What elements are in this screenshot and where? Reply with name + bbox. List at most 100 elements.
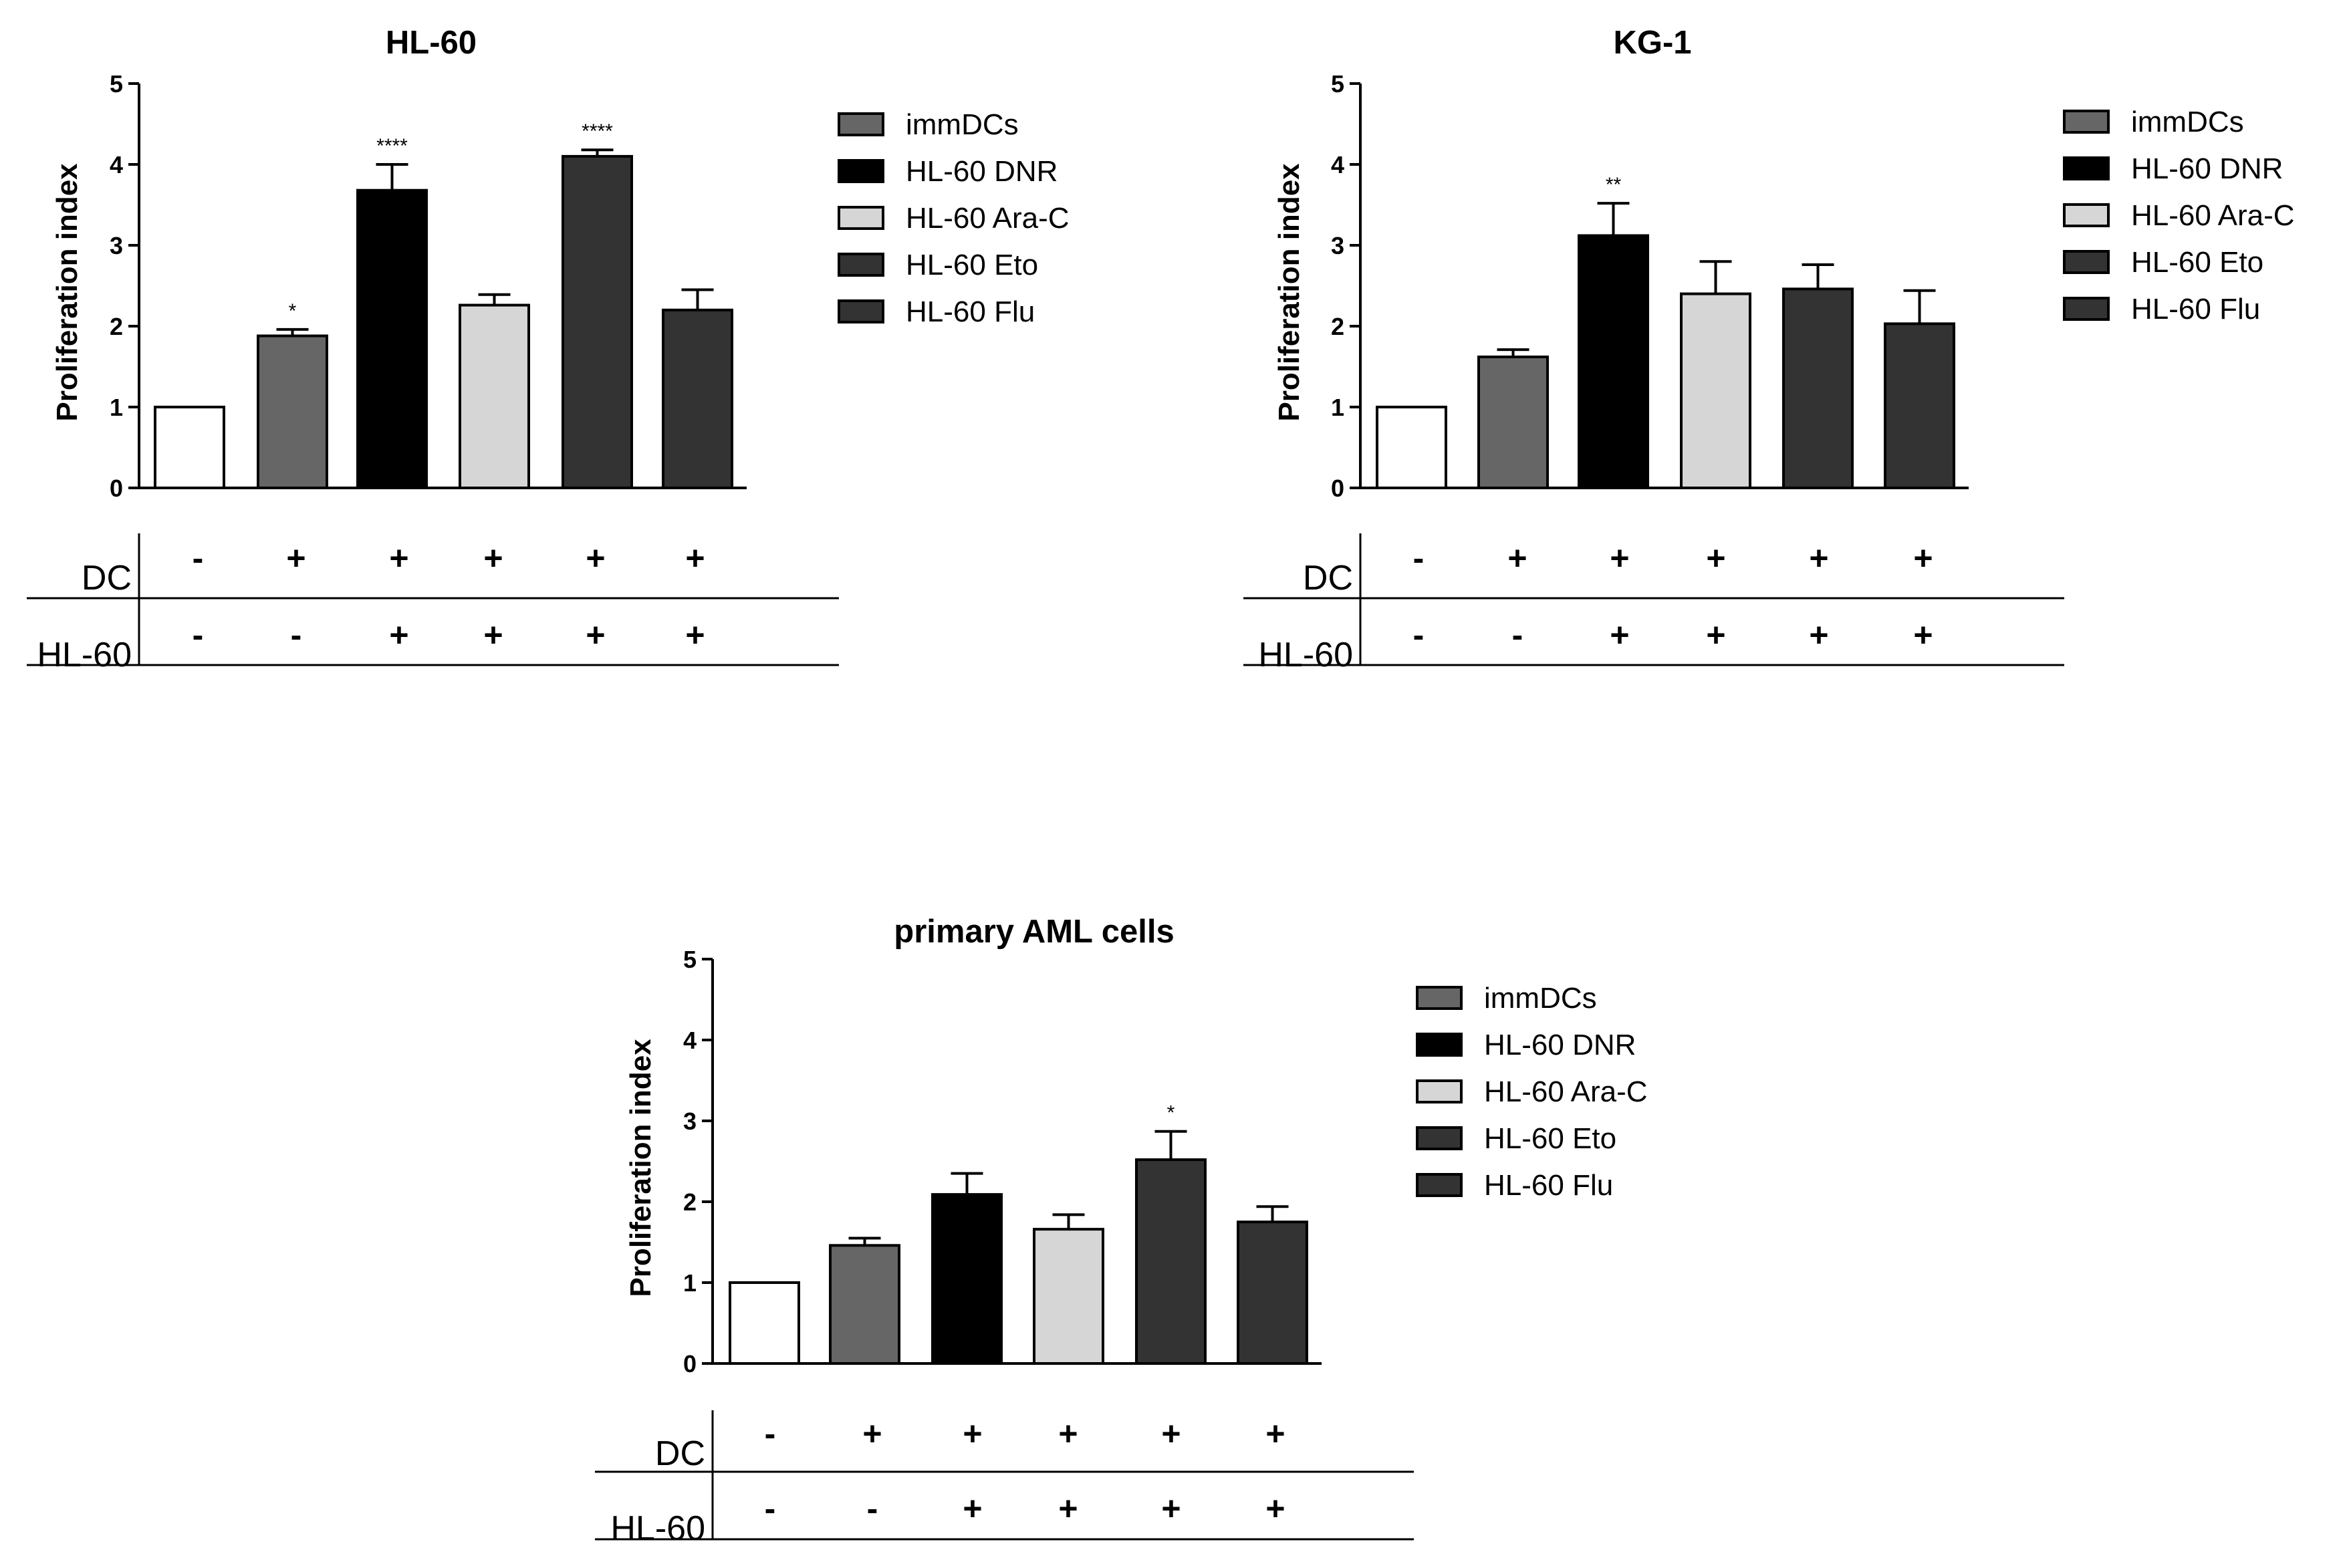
legend-swatch — [2063, 203, 2110, 227]
table-sign-dc: - — [765, 1415, 776, 1452]
table-sign-dc: + — [286, 539, 305, 577]
y-tick-label: 3 — [683, 1107, 697, 1135]
legend: immDCs HL-60 DNR HL-60 Ara-C HL-60 Eto HL-60… — [2063, 106, 2295, 325]
table-row-label-dc: DC — [1303, 559, 1353, 598]
legend: immDCs HL-60 DNR HL-60 Ara-C HL-60 Eto HL-60… — [838, 108, 1070, 328]
y-tick-label: 2 — [110, 313, 123, 340]
bar-5 — [1135, 1158, 1207, 1365]
chart-panel-2: KG-1 0 1 2 3 4 5 Proliferation index ** immDCs HL-… — [1243, 25, 2295, 674]
y-axis-label: Proliferation index — [51, 163, 84, 422]
table-sign-hl60: + — [1058, 1490, 1078, 1527]
table-sign-hl60: - — [193, 616, 204, 654]
table-sign-hl60: + — [963, 1490, 982, 1527]
legend-swatch — [2063, 110, 2110, 134]
table-sign-hl60: + — [586, 616, 605, 654]
legend-entry: HL-60 Flu — [906, 295, 1035, 328]
table-sign-hl60: + — [685, 616, 705, 654]
y-tick-label: 2 — [683, 1188, 697, 1216]
table-sign-hl60: - — [765, 1490, 776, 1527]
chart-title: primary AML cells — [894, 914, 1174, 950]
bar-4 — [1680, 292, 1751, 489]
legend-entry: immDCs — [906, 108, 1019, 141]
table-sign-dc: + — [483, 539, 503, 577]
y-tick-label: 0 — [110, 475, 123, 502]
y-tick-label: 2 — [1331, 313, 1344, 340]
table-row-label-hl60: HL-60 — [1258, 636, 1353, 674]
table-sign-dc: + — [1507, 539, 1527, 577]
legend-entry: HL-60 DNR — [1484, 1029, 1636, 1061]
legend-swatch — [2063, 156, 2110, 180]
legend-entry: HL-60 Ara-C — [2131, 199, 2295, 232]
table-sign-hl60: + — [1610, 616, 1629, 654]
legend-swatch — [838, 253, 884, 277]
table-row-label-hl60: HL-60 — [37, 636, 132, 674]
significance-marker: **** — [582, 120, 613, 142]
legend-swatch — [1416, 986, 1463, 1010]
y-tick-label: 3 — [1331, 232, 1344, 259]
table-sign-dc: + — [1913, 539, 1933, 577]
table-sign-dc: + — [1610, 539, 1629, 577]
bar-2 — [1477, 355, 1549, 489]
legend-entry: immDCs — [1484, 982, 1597, 1015]
y-axis-label: Proliferation index — [624, 1039, 657, 1297]
bar-6 — [1237, 1220, 1308, 1365]
significance-marker: ** — [1606, 174, 1622, 196]
bar-6 — [1884, 322, 1955, 489]
table-sign-dc: + — [1706, 539, 1725, 577]
y-tick-label: 4 — [1331, 151, 1344, 178]
table-sign-hl60: + — [1809, 616, 1828, 654]
legend-entry: HL-60 Flu — [2131, 293, 2260, 325]
y-axis-label: Proliferation index — [1273, 163, 1306, 422]
y-tick-label: 1 — [1331, 394, 1344, 421]
chart-title: HL-60 — [386, 25, 477, 61]
y-tick-label: 1 — [110, 394, 123, 421]
table-sign-dc: - — [193, 539, 204, 577]
bar-2 — [257, 334, 328, 489]
condition-table: DC HL-60 - + + + + + - - + + + + — [27, 533, 839, 674]
table-row-label-dc: DC — [82, 559, 132, 598]
legend-entry: immDCs — [2131, 106, 2244, 138]
legend-entry: HL-60 Flu — [1484, 1169, 1613, 1202]
bar-1 — [154, 406, 225, 489]
table-sign-hl60: - — [1512, 616, 1523, 654]
legend-swatch — [838, 159, 884, 183]
y-tick-label: 5 — [110, 70, 123, 98]
y-tick-label: 0 — [683, 1350, 697, 1378]
table-sign-dc: + — [963, 1415, 982, 1452]
chart-panel-3: primary AML cells 0 1 2 3 4 5 Proliferation ind… — [595, 914, 1648, 1548]
table-sign-dc: + — [685, 539, 705, 577]
legend-swatch — [838, 112, 884, 136]
legend-entry: HL-60 Eto — [2131, 246, 2263, 279]
bar-4 — [1033, 1228, 1104, 1365]
table-sign-hl60: - — [1413, 616, 1425, 654]
y-tick-label: 3 — [110, 232, 123, 259]
legend-swatch — [1416, 1079, 1463, 1103]
table-sign-dc: + — [389, 539, 408, 577]
table-sign-hl60: + — [1265, 1490, 1285, 1527]
significance-marker: * — [1167, 1102, 1175, 1124]
legend-entry: HL-60 Ara-C — [1484, 1075, 1648, 1108]
y-tick-label: 4 — [110, 151, 123, 178]
table-sign-hl60: - — [291, 616, 302, 654]
bar-5 — [562, 154, 633, 489]
bar-2 — [829, 1244, 900, 1365]
bar-4 — [459, 303, 530, 489]
significance-marker: * — [289, 300, 297, 322]
table-sign-hl60: + — [389, 616, 408, 654]
table-sign-hl60: + — [1706, 616, 1725, 654]
table-sign-hl60: + — [1913, 616, 1933, 654]
bar-1 — [1376, 406, 1447, 489]
legend-swatch — [1416, 1173, 1463, 1197]
table-sign-dc: + — [1265, 1415, 1285, 1452]
legend-swatch — [1416, 1033, 1463, 1057]
legend-entry: HL-60 Eto — [906, 249, 1038, 281]
bar-5 — [1782, 287, 1854, 489]
table-sign-hl60: + — [483, 616, 503, 654]
table-sign-hl60: + — [1161, 1490, 1181, 1527]
legend: immDCs HL-60 DNR HL-60 Ara-C HL-60 Eto HL-60… — [1416, 982, 1648, 1202]
legend-entry: HL-60 Ara-C — [906, 202, 1070, 235]
bar-3 — [1578, 234, 1649, 489]
table-sign-hl60: - — [867, 1490, 878, 1527]
